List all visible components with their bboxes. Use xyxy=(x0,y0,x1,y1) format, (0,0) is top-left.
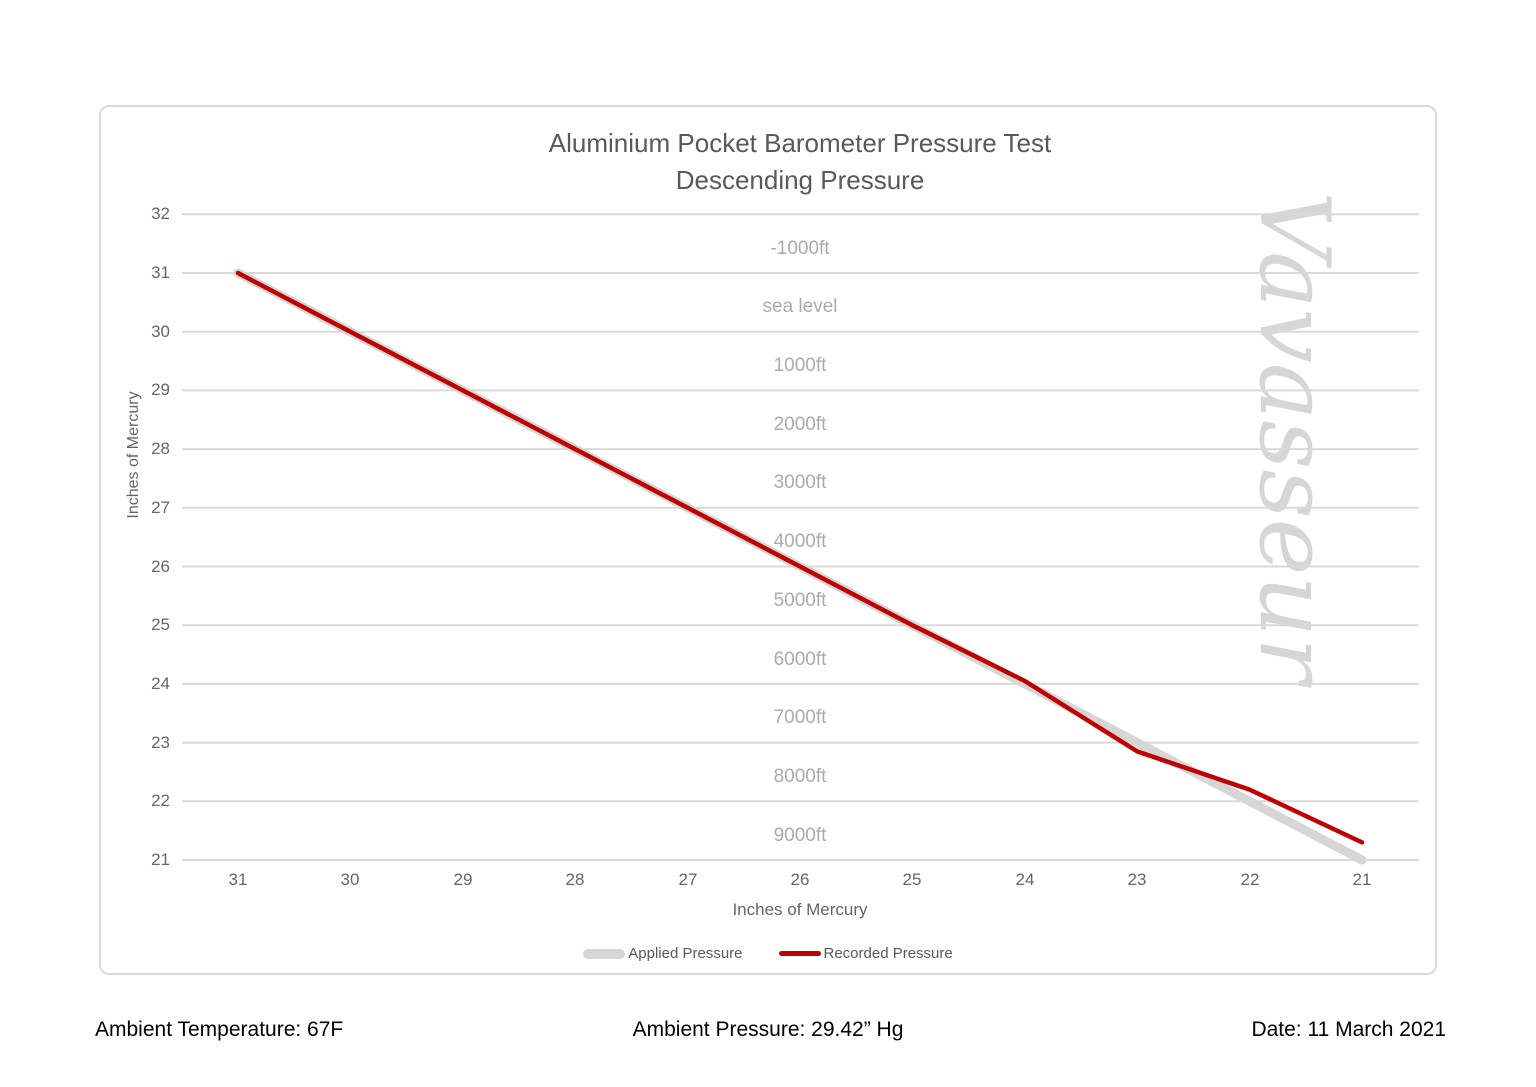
legend-item-recorded: Recorded Pressure xyxy=(778,945,953,962)
x-tick-label-28: 28 xyxy=(565,870,585,889)
x-axis-title: Inches of Mercury xyxy=(732,900,868,919)
altitude-label-7000ft: 7000ft xyxy=(773,707,827,728)
altitude-label-1000ft: 1000ft xyxy=(773,355,827,376)
y-tick-label-30: 30 xyxy=(151,322,170,341)
footer-ambient-temperature: Ambient Temperature: 67F xyxy=(95,1018,344,1041)
y-tick-label-21: 21 xyxy=(151,850,170,869)
altitude-label--1000ft: -1000ft xyxy=(770,238,830,259)
y-axis-title: Inches of Mercury xyxy=(125,391,142,519)
chart-title-line1: Aluminium Pocket Barometer Pressure Test xyxy=(548,128,1052,158)
altitude-label-6000ft: 6000ft xyxy=(773,649,827,670)
x-tick-label-22: 22 xyxy=(1240,870,1260,889)
legend-swatch-recorded xyxy=(778,951,821,956)
y-tick-label-28: 28 xyxy=(151,439,170,458)
altitude-label-4000ft: 4000ft xyxy=(773,531,827,552)
y-tick-label-22: 22 xyxy=(151,791,170,810)
legend-swatch-applied xyxy=(583,948,626,959)
legend: Applied Pressure Recorded Pressure xyxy=(101,945,1435,962)
recorded-pressure-line xyxy=(235,270,1365,845)
x-tick-label-31: 31 xyxy=(228,870,248,889)
footer-date: Date: 11 March 2021 xyxy=(1251,1018,1446,1041)
y-tick-label-29: 29 xyxy=(151,380,170,399)
chart-title: Aluminium Pocket Barometer Pressure Test… xyxy=(238,125,1362,199)
altitude-label-5000ft: 5000ft xyxy=(773,590,827,611)
altitude-label-2000ft: 2000ft xyxy=(773,414,827,435)
legend-item-applied: Applied Pressure xyxy=(583,945,743,962)
y-tick-label-25: 25 xyxy=(151,615,170,634)
x-tick-label-23: 23 xyxy=(1127,870,1147,889)
x-tick-label-26: 26 xyxy=(790,870,810,889)
y-tick-label-27: 27 xyxy=(151,498,170,517)
x-tick-label-21: 21 xyxy=(1352,870,1372,889)
footer-ambient-pressure: Ambient Pressure: 29.42” Hg xyxy=(632,1018,904,1041)
y-tick-label-31: 31 xyxy=(151,263,170,282)
x-tick-label-25: 25 xyxy=(902,870,922,889)
x-tick-label-30: 30 xyxy=(340,870,360,889)
altitude-label-sea-level: sea level xyxy=(762,296,838,317)
x-tick-label-29: 29 xyxy=(453,870,473,889)
x-tick-label-27: 27 xyxy=(678,870,698,889)
x-tick-label-24: 24 xyxy=(1015,870,1035,889)
y-tick-label-32: 32 xyxy=(151,204,170,223)
y-tick-label-26: 26 xyxy=(151,557,170,576)
legend-label: Applied Pressure xyxy=(628,945,743,962)
y-tick-label-23: 23 xyxy=(151,733,170,752)
plot-area xyxy=(182,213,1419,865)
altitude-label-9000ft: 9000ft xyxy=(773,825,827,846)
chart-container: Vavasseur Aluminium Pocket Barometer Pre… xyxy=(99,105,1437,975)
altitude-label-8000ft: 8000ft xyxy=(773,766,827,787)
y-tick-label-24: 24 xyxy=(151,674,170,693)
chart-title-line2: Descending Pressure xyxy=(675,165,925,195)
altitude-label-3000ft: 3000ft xyxy=(773,472,827,493)
legend-label: Recorded Pressure xyxy=(823,945,953,962)
